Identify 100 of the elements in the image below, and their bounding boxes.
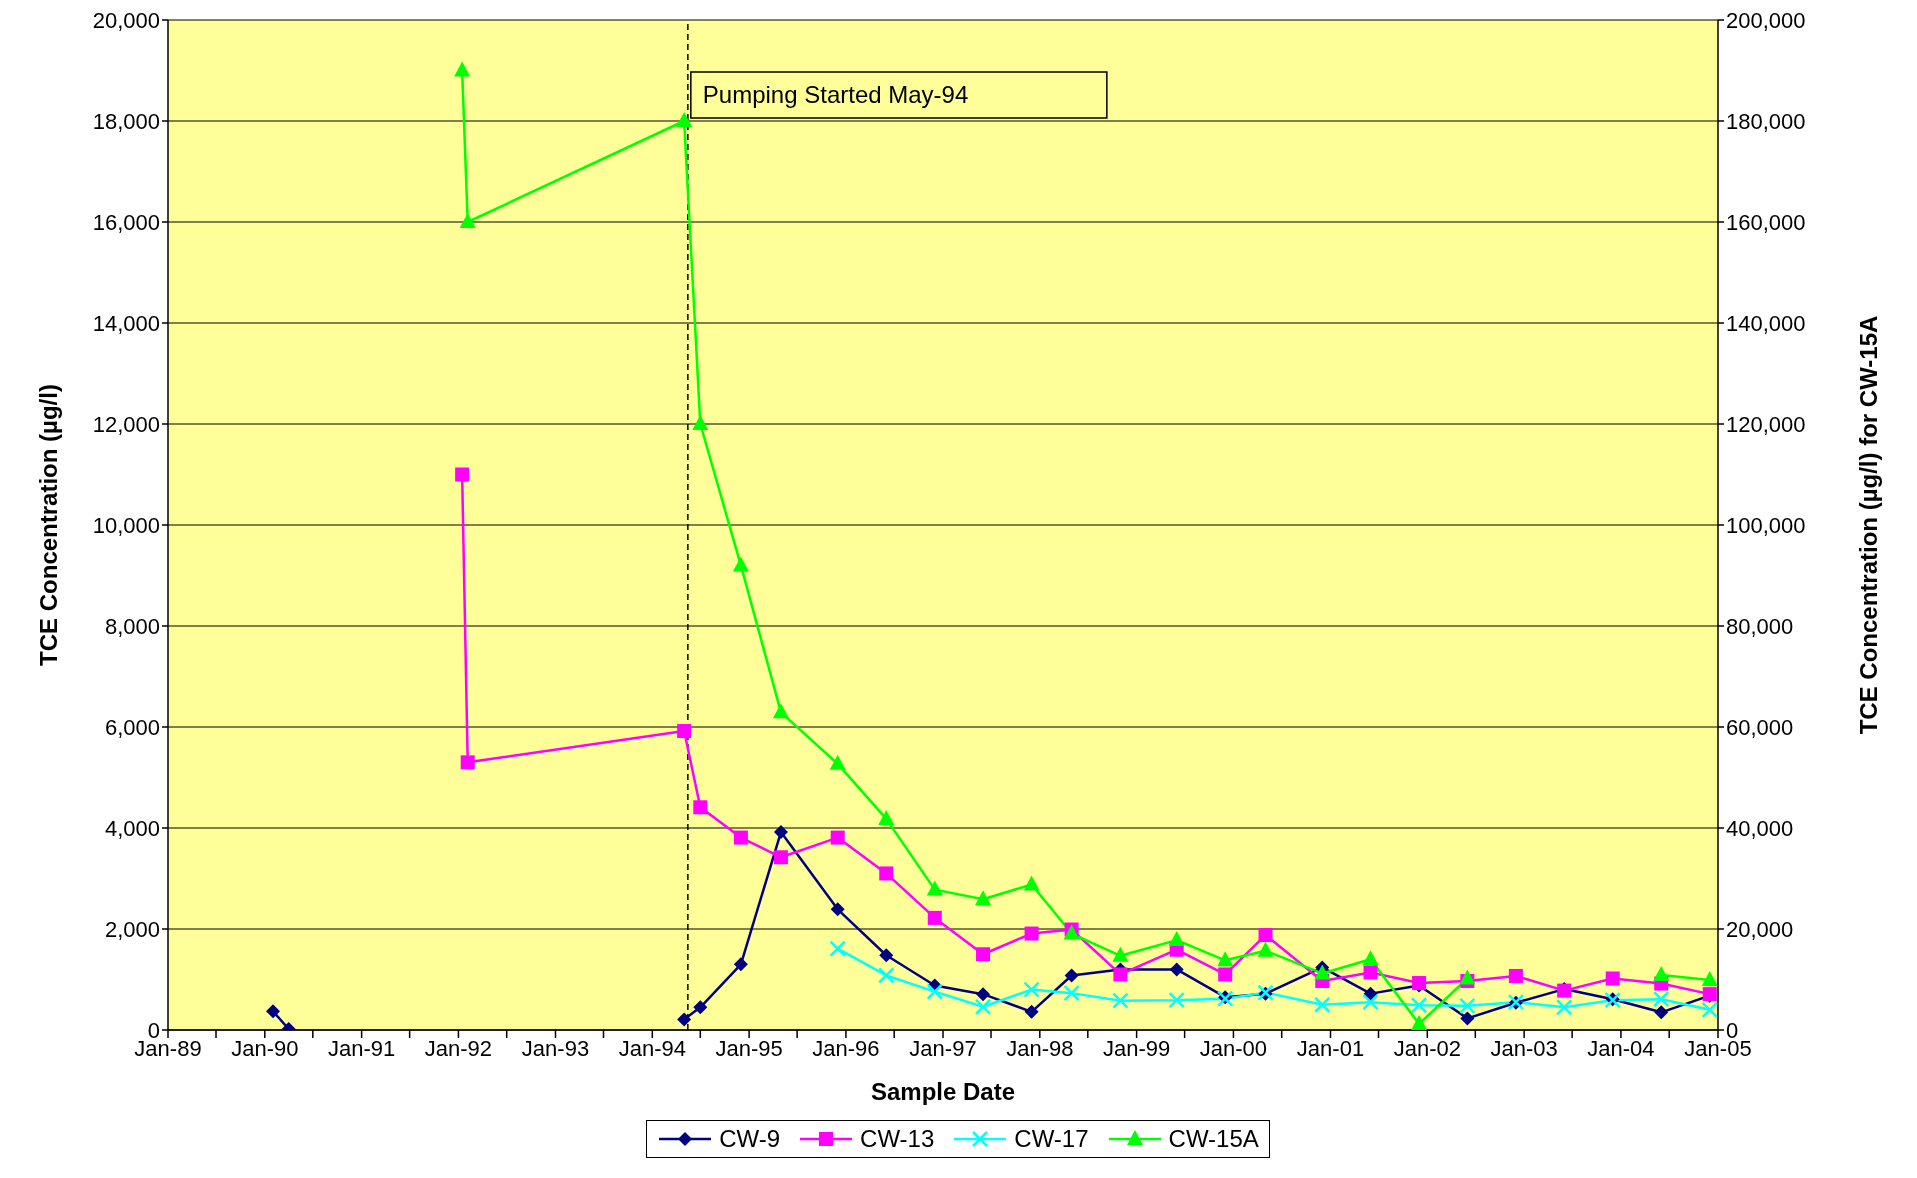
- y-tick-label: 6,000: [104, 714, 160, 740]
- y-tick-label: 14,000: [92, 310, 160, 336]
- point: [455, 467, 470, 482]
- point: [1363, 965, 1378, 980]
- y2-tick-label: 140,000: [1726, 310, 1806, 336]
- point: [1024, 1004, 1039, 1019]
- y2-tick-label: 120,000: [1726, 411, 1806, 437]
- y2-tick-label: 60,000: [1726, 714, 1794, 740]
- x-axis-title: Sample Date: [870, 1078, 1016, 1105]
- point: [693, 1000, 708, 1015]
- point: [1063, 984, 1080, 1002]
- point: [1023, 981, 1040, 998]
- point: [733, 957, 748, 972]
- y2-tick-label: 200,000: [1726, 7, 1806, 33]
- point: [976, 987, 991, 1002]
- point: [830, 830, 845, 845]
- x-tick-label: Jan-02: [1393, 1035, 1461, 1061]
- point: [1168, 931, 1185, 947]
- point: [1217, 951, 1234, 967]
- point: [829, 940, 846, 957]
- point: [1113, 967, 1128, 982]
- point: [1169, 962, 1184, 977]
- x-tick-label: Jan-97: [909, 1035, 977, 1061]
- x-tick-label: Jan-04: [1587, 1035, 1655, 1061]
- y2-tick-label: 100,000: [1726, 512, 1806, 538]
- y2-axis-title: TCE Concentration (µg/l) for CW-15A: [1854, 315, 1882, 735]
- point: [1555, 999, 1573, 1016]
- x-tick-label: Jan-90: [231, 1035, 299, 1061]
- x-tick-label: Jan-93: [521, 1035, 590, 1061]
- y-tick-label: 18,000: [92, 108, 160, 134]
- ref-line-label: Pumping Started May-94: [702, 81, 969, 108]
- point: [773, 825, 788, 840]
- x-tick-label: Jan-96: [812, 1035, 880, 1061]
- point: [975, 890, 992, 906]
- y2-tick-label: 40,000: [1726, 815, 1794, 841]
- point: [974, 998, 992, 1016]
- point: [772, 703, 789, 719]
- y2-tick-label: 20,000: [1726, 916, 1794, 942]
- legend-label: CW-13: [860, 1125, 935, 1153]
- point: [1112, 946, 1129, 962]
- point: [879, 948, 894, 963]
- point: [1362, 993, 1379, 1011]
- y-tick-label: 12,000: [92, 411, 160, 437]
- point: [733, 830, 748, 845]
- point: [829, 754, 846, 770]
- point: [677, 1012, 692, 1027]
- point: [927, 910, 942, 925]
- point: [460, 755, 475, 770]
- point: [692, 415, 709, 430]
- point: [676, 112, 693, 127]
- y2-tick-label: 160,000: [1726, 209, 1806, 235]
- point: [693, 800, 708, 815]
- y2-tick-label: 180,000: [1726, 108, 1806, 134]
- point: [1654, 1005, 1669, 1020]
- point: [1459, 969, 1476, 985]
- point: [732, 556, 749, 572]
- point: [773, 850, 788, 865]
- y-tick-label: 4,000: [104, 815, 160, 841]
- x-tick-label: Jan-92: [424, 1035, 493, 1061]
- point: [1701, 971, 1718, 987]
- point: [1653, 965, 1670, 981]
- x-tick-label: Jan-99: [1102, 1035, 1171, 1061]
- point: [1257, 941, 1274, 957]
- point: [677, 724, 692, 739]
- point: [1023, 875, 1040, 891]
- point: [1168, 991, 1185, 1009]
- point: [1605, 971, 1620, 986]
- x-tick-label: Jan-94: [618, 1035, 686, 1061]
- y-tick-label: 10,000: [92, 512, 160, 538]
- point: [1460, 1011, 1475, 1026]
- point: [266, 1004, 281, 1019]
- point: [1652, 990, 1670, 1008]
- legend-label: CW-17: [1014, 1125, 1089, 1153]
- point: [1024, 926, 1039, 941]
- point: [1064, 968, 1079, 983]
- point: [1701, 1001, 1718, 1019]
- legend-label: CW-15A: [1168, 1125, 1259, 1153]
- y-tick-label: 20,000: [92, 7, 160, 33]
- point: [879, 866, 894, 881]
- y-axis-title: TCE Concentration (µg/l): [34, 384, 62, 666]
- x-tick-label: Jan-98: [1006, 1035, 1074, 1061]
- point: [926, 983, 944, 1000]
- point: [1218, 967, 1233, 982]
- x-tick-label: Jan-00: [1199, 1035, 1268, 1061]
- point: [1314, 964, 1331, 980]
- x-tick-label: Jan-03: [1490, 1035, 1558, 1061]
- point: [1411, 1014, 1428, 1030]
- point: [878, 809, 895, 825]
- point: [1314, 996, 1331, 1013]
- point: [1258, 928, 1273, 943]
- point: [454, 61, 471, 77]
- legend-label: CW-9: [719, 1125, 781, 1153]
- x-tick-label: Jan-01: [1296, 1035, 1365, 1061]
- point: [976, 947, 991, 962]
- x-tick-label: Jan-95: [715, 1035, 783, 1061]
- point: [1459, 997, 1476, 1015]
- point: [1410, 997, 1428, 1014]
- x-tick-label: Jan-91: [327, 1035, 396, 1061]
- y-tick-label: 16,000: [92, 209, 160, 235]
- point: [1508, 968, 1523, 983]
